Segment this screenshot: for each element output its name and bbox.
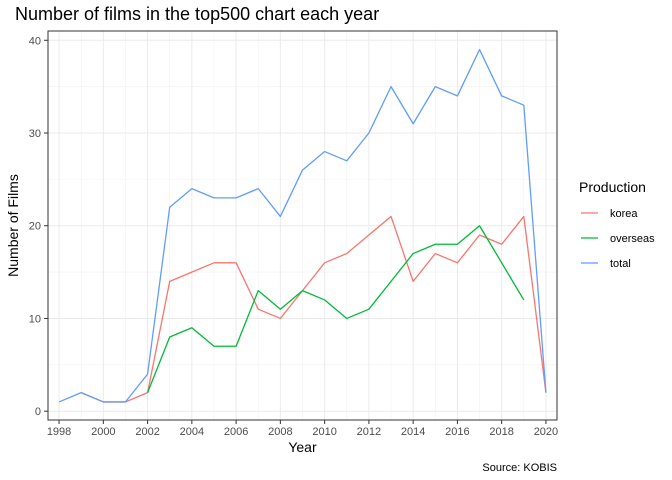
x-tick-label: 2012 xyxy=(357,426,381,438)
x-tick-label: 2004 xyxy=(180,426,204,438)
x-tick-label: 2020 xyxy=(534,426,558,438)
y-tick-label: 30 xyxy=(29,128,41,140)
legend-label-korea: korea xyxy=(610,208,638,220)
x-axis: 1998 2000 2002 2004 2006 2008 2010 2012 2014 2016… xyxy=(47,420,558,438)
legend: Production korea overseas total xyxy=(579,179,655,270)
y-tick-label: 20 xyxy=(29,221,41,233)
y-axis-title: Number of Films xyxy=(5,174,21,277)
x-tick-label: 2010 xyxy=(312,426,336,438)
x-tick-label: 1998 xyxy=(47,426,71,438)
x-tick-label: 2000 xyxy=(91,426,115,438)
x-tick-label: 2018 xyxy=(489,426,513,438)
chart-caption: Source: KOBIS xyxy=(482,462,557,474)
x-tick-label: 2008 xyxy=(268,426,292,438)
legend-items: korea overseas total xyxy=(581,208,655,270)
x-tick-label: 2006 xyxy=(224,426,248,438)
x-axis-title: Year xyxy=(288,439,317,455)
x-tick-label: 2014 xyxy=(401,426,425,438)
x-tick-label: 2002 xyxy=(135,426,159,438)
series-line-total xyxy=(58,48,547,403)
x-tick-label: 2016 xyxy=(445,426,469,438)
y-tick-label: 40 xyxy=(29,35,41,47)
legend-label-total: total xyxy=(610,258,631,270)
legend-label-overseas: overseas xyxy=(610,233,655,245)
y-axis: 0 10 20 30 40 xyxy=(29,35,48,418)
series-line-korea xyxy=(80,215,547,403)
series-line-overseas xyxy=(146,225,525,393)
plot-series-lines xyxy=(58,48,547,403)
y-tick-label: 0 xyxy=(35,406,41,418)
y-tick-label: 10 xyxy=(29,313,41,325)
legend-title: Production xyxy=(579,179,646,195)
plot-grid xyxy=(48,31,557,420)
chart-title: Number of films in the top500 chart each… xyxy=(15,4,379,24)
